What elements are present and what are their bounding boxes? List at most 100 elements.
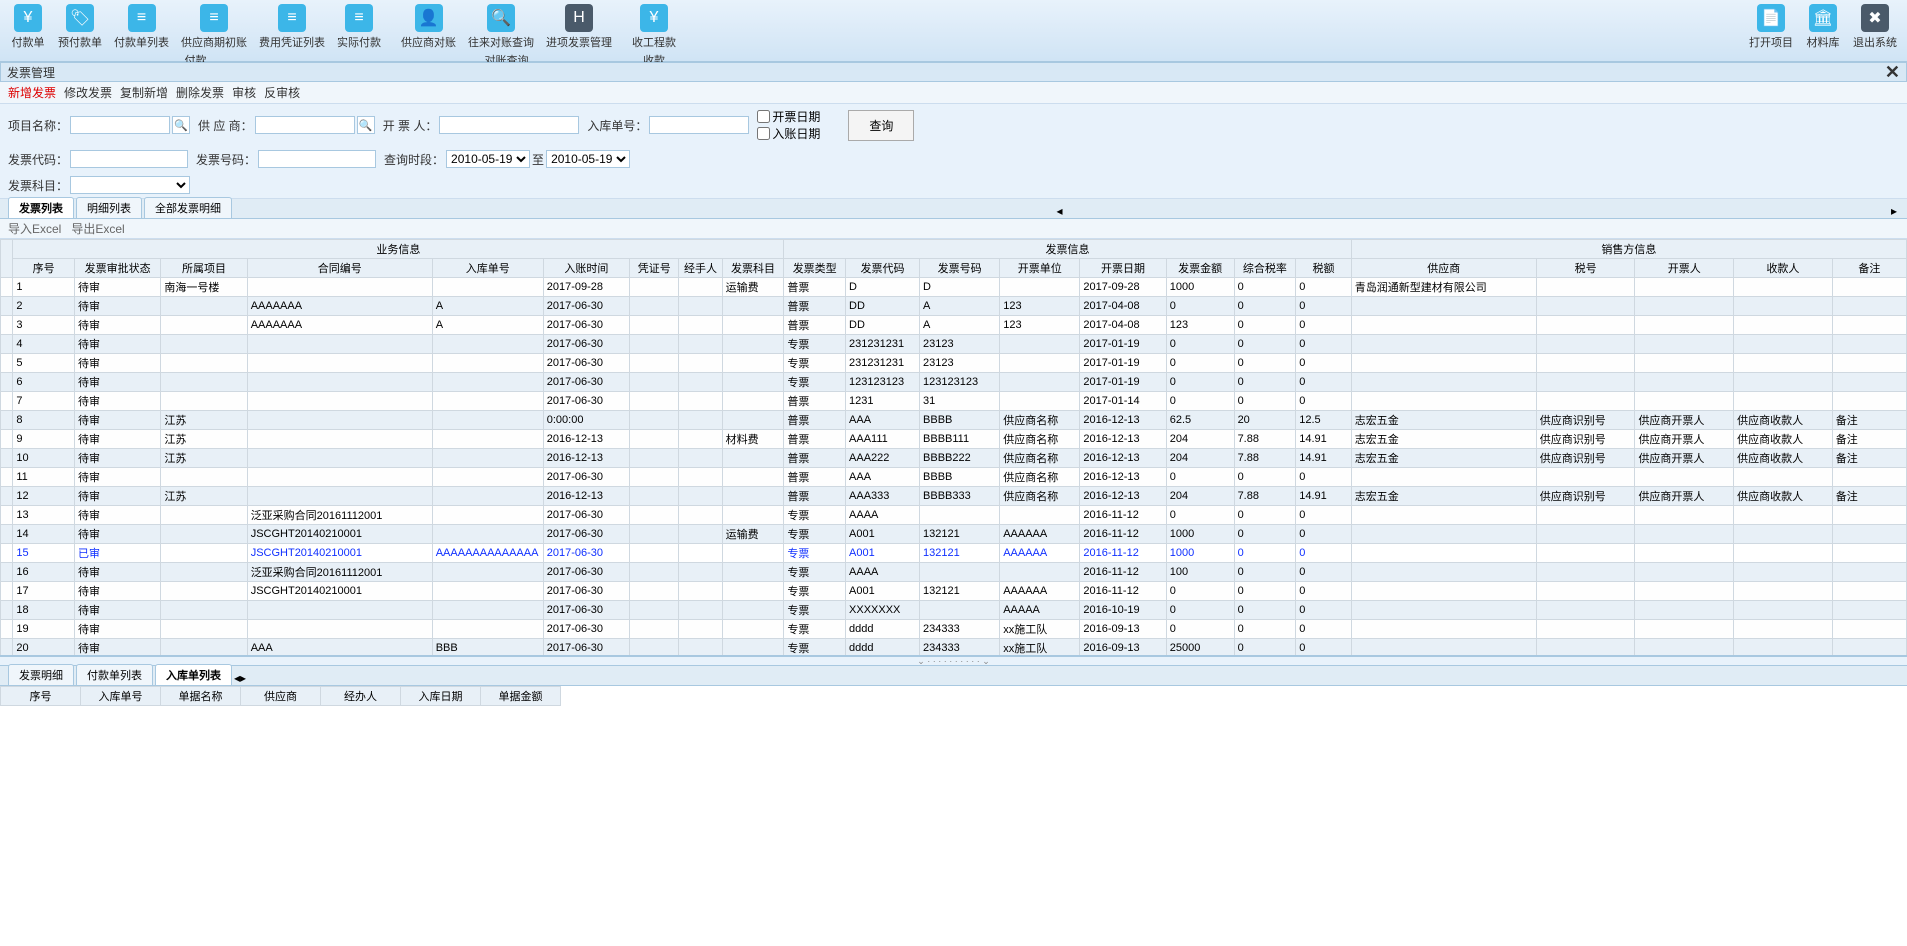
- supplier-input[interactable]: [255, 116, 355, 134]
- cb-post-date[interactable]: [757, 127, 770, 140]
- tab-nav-left[interactable]: ◂: [1050, 204, 1068, 218]
- col-header[interactable]: 供应商: [241, 687, 321, 706]
- table-row[interactable]: 7待审2017-06-30普票1231312017-01-14000: [1, 392, 1907, 411]
- toolbar-button[interactable]: ¥收工程款: [626, 2, 682, 52]
- col-header[interactable]: 序号: [13, 259, 75, 278]
- tab-nav-right[interactable]: ▸: [240, 671, 256, 685]
- col-header[interactable]: 税额: [1296, 259, 1352, 278]
- table-row[interactable]: 9待审江苏2016-12-13材料费普票AAA111BBBB111供应商名称20…: [1, 430, 1907, 449]
- toolbar-button[interactable]: 🔍往来对账查询: [462, 2, 540, 52]
- subtb-action[interactable]: 反审核: [264, 84, 300, 101]
- col-header[interactable]: 入库日期: [401, 687, 481, 706]
- toolbar-button[interactable]: ≡实际付款: [331, 2, 387, 52]
- col-header[interactable]: 发票审批状态: [75, 259, 161, 278]
- subtb-action[interactable]: 删除发票: [176, 84, 224, 101]
- col-header[interactable]: 合同编号: [247, 259, 432, 278]
- table-row[interactable]: 8待审江苏0:00:00普票AAABBBB供应商名称2016-12-1362.5…: [1, 411, 1907, 430]
- col-header[interactable]: 发票号码: [920, 259, 1000, 278]
- col-header[interactable]: 收款人: [1734, 259, 1833, 278]
- col-header[interactable]: 经手人: [679, 259, 722, 278]
- col-header[interactable]: 入库单号: [81, 687, 161, 706]
- col-header[interactable]: 综合税率: [1234, 259, 1296, 278]
- subtb-action[interactable]: 新增发票: [8, 84, 56, 101]
- tab[interactable]: 发票列表: [8, 197, 74, 218]
- toolbar-icon: ¥: [14, 4, 42, 32]
- col-header[interactable]: 发票金额: [1166, 259, 1234, 278]
- export-excel[interactable]: 导出Excel: [71, 220, 124, 237]
- tab[interactable]: 明细列表: [76, 197, 142, 218]
- toolbar-button[interactable]: 🏷预付款单: [52, 2, 108, 52]
- table-row[interactable]: 14待审JSCGHT201402100012017-06-30运输费专票A001…: [1, 525, 1907, 544]
- drawer-input[interactable]: [439, 116, 579, 134]
- subtb-action[interactable]: 复制新增: [120, 84, 168, 101]
- col-header[interactable]: 发票代码: [846, 259, 920, 278]
- table-row[interactable]: 16待审泛亚采购合同201611120012017-06-30专票AAAA201…: [1, 563, 1907, 582]
- col-header[interactable]: 开票单位: [1000, 259, 1080, 278]
- search-icon[interactable]: 🔍: [357, 116, 375, 134]
- table-row[interactable]: 12待审江苏2016-12-13普票AAA333BBBB333供应商名称2016…: [1, 487, 1907, 506]
- tab[interactable]: 入库单列表: [155, 664, 232, 685]
- table-row[interactable]: 19待审2017-06-30专票dddd234333xx施工队2016-09-1…: [1, 620, 1907, 639]
- project-input[interactable]: [70, 116, 170, 134]
- toolbar-button[interactable]: ≡供应商期初账: [175, 2, 253, 52]
- tab-nav-right[interactable]: ▸: [1885, 204, 1907, 218]
- toolbar-button[interactable]: 🏛材料库: [1799, 2, 1847, 52]
- toolbar-button[interactable]: ✖退出系统: [1847, 2, 1903, 52]
- search-icon[interactable]: 🔍: [172, 116, 190, 134]
- table-row[interactable]: 5待审2017-06-30专票231231231231232017-01-190…: [1, 354, 1907, 373]
- col-header[interactable]: 凭证号: [630, 259, 679, 278]
- main-grid[interactable]: 业务信息发票信息销售方信息序号发票审批状态所属项目合同编号入库单号入账时间凭证号…: [0, 239, 1907, 656]
- subtb-action[interactable]: 修改发票: [64, 84, 112, 101]
- date-from[interactable]: 2010-05-19: [446, 150, 530, 168]
- table-row[interactable]: 4待审2017-06-30专票231231231231232017-01-190…: [1, 335, 1907, 354]
- col-header[interactable]: 供应商: [1351, 259, 1536, 278]
- table-row[interactable]: 10待审江苏2016-12-13普票AAA222BBBB222供应商名称2016…: [1, 449, 1907, 468]
- table-row[interactable]: 20待审AAABBB2017-06-30专票dddd234333xx施工队201…: [1, 639, 1907, 657]
- tab[interactable]: 发票明细: [8, 664, 74, 685]
- num-input[interactable]: [258, 150, 376, 168]
- col-header[interactable]: 备注: [1832, 259, 1906, 278]
- table-row[interactable]: 15已审JSCGHT20140210001AAAAAAAAAAAAAA2017-…: [1, 544, 1907, 563]
- bottom-tabs: 发票明细付款单列表入库单列表 ◂ ▸: [0, 666, 1907, 686]
- toolbar-button[interactable]: H进项发票管理: [540, 2, 618, 52]
- col-header[interactable]: 开票日期: [1080, 259, 1166, 278]
- col-header[interactable]: 入账时间: [543, 259, 629, 278]
- col-header[interactable]: 开票人: [1635, 259, 1734, 278]
- table-row[interactable]: 13待审泛亚采购合同201611120012017-06-30专票AAAA201…: [1, 506, 1907, 525]
- table-row[interactable]: 6待审2017-06-30专票1231231231231231232017-01…: [1, 373, 1907, 392]
- col-header[interactable]: 发票科目: [722, 259, 784, 278]
- bottom-grid[interactable]: 序号入库单号单据名称供应商经办人入库日期单据金额: [0, 686, 1907, 946]
- tab[interactable]: 付款单列表: [76, 664, 153, 685]
- col-header[interactable]: 发票类型: [784, 259, 846, 278]
- tab[interactable]: 全部发票明细: [144, 197, 232, 218]
- col-header[interactable]: 所属项目: [161, 259, 247, 278]
- code-input[interactable]: [70, 150, 188, 168]
- toolbar-icon: 👤: [415, 4, 443, 32]
- table-row[interactable]: 11待审2017-06-30普票AAABBBB供应商名称2016-12-1300…: [1, 468, 1907, 487]
- col-header[interactable]: 序号: [1, 687, 81, 706]
- toolbar-button[interactable]: 👤供应商对账: [395, 2, 462, 52]
- toolbar-button[interactable]: ¥付款单: [4, 2, 52, 52]
- toolbar-button[interactable]: ≡付款单列表: [108, 2, 175, 52]
- subtb-action[interactable]: 审核: [232, 84, 256, 101]
- toolbar-button[interactable]: 📄打开项目: [1743, 2, 1799, 52]
- col-header[interactable]: 税号: [1536, 259, 1635, 278]
- table-row[interactable]: 3待审AAAAAAAA2017-06-30普票DDA1232017-04-081…: [1, 316, 1907, 335]
- date-to[interactable]: 2010-05-19: [546, 150, 630, 168]
- splitter[interactable]: ⌄ · · · · · · · · · · ⌄: [0, 656, 1907, 666]
- col-header[interactable]: 经办人: [321, 687, 401, 706]
- col-header[interactable]: 单据金额: [481, 687, 561, 706]
- col-header[interactable]: 单据名称: [161, 687, 241, 706]
- import-excel[interactable]: 导入Excel: [8, 220, 61, 237]
- table-row[interactable]: 17待审JSCGHT201402100012017-06-30专票A001132…: [1, 582, 1907, 601]
- col-header[interactable]: 入库单号: [432, 259, 543, 278]
- table-row[interactable]: 1待审南海一号楼2017-09-28运输费普票DD2017-09-2810000…: [1, 278, 1907, 297]
- toolbar-button[interactable]: ≡费用凭证列表: [253, 2, 331, 52]
- subj-select[interactable]: [70, 176, 190, 194]
- table-row[interactable]: 18待审2017-06-30专票XXXXXXXAAAAA2016-10-1900…: [1, 601, 1907, 620]
- query-button[interactable]: 查询: [848, 110, 914, 141]
- inno-input[interactable]: [649, 116, 749, 134]
- table-row[interactable]: 2待审AAAAAAAA2017-06-30普票DDA1232017-04-080…: [1, 297, 1907, 316]
- close-icon[interactable]: ✕: [1885, 62, 1900, 83]
- cb-invoice-date[interactable]: [757, 110, 770, 123]
